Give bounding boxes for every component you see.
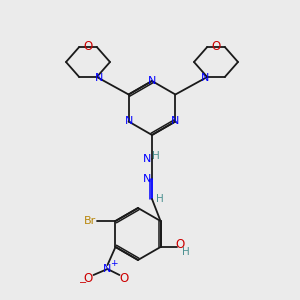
Text: O: O [175,238,184,251]
Text: O: O [120,272,129,284]
Text: H: H [152,151,160,161]
Text: N: N [103,264,112,274]
Text: O: O [84,272,93,284]
Text: N: N [143,154,151,164]
Text: Br: Br [84,216,97,226]
Text: H: H [156,194,164,204]
Text: N: N [143,174,151,184]
Text: O: O [212,40,220,52]
Text: −: − [80,278,88,288]
Text: N: N [94,73,103,83]
Text: N: N [148,76,156,86]
Text: O: O [83,40,93,52]
Text: N: N [201,73,209,83]
Text: N: N [171,116,180,127]
Text: H: H [182,247,189,257]
Text: +: + [110,260,117,268]
Text: N: N [124,116,133,127]
